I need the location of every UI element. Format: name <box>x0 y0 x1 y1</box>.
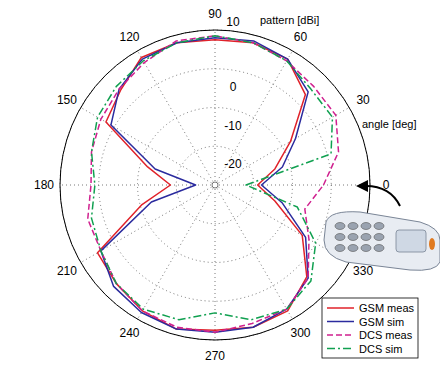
legend-label: GSM sim <box>359 316 404 328</box>
legend-swatch <box>327 348 354 350</box>
legend-label: DCS sim <box>359 343 402 355</box>
phone-key <box>348 223 358 230</box>
radial-tick-label: -20 <box>224 157 242 171</box>
angle-grid-line <box>60 185 215 186</box>
polar-center <box>212 182 218 188</box>
radial-axis-label: pattern [dBi] <box>260 14 319 26</box>
legend: GSM meas GSM simDCS meas DCS sim <box>322 298 418 358</box>
phone-light <box>429 238 435 250</box>
phone-key <box>374 234 384 241</box>
radial-tick-label: -10 <box>224 119 242 133</box>
phone-key <box>335 223 345 230</box>
phone-key <box>361 234 371 241</box>
phone-key <box>374 223 384 230</box>
angle-tick-label: 210 <box>57 264 77 278</box>
series-line <box>98 40 307 331</box>
phone-key <box>348 245 358 252</box>
radial-grid-ring <box>99 69 332 302</box>
angle-tick-label: 240 <box>119 326 139 340</box>
angle-grid-line <box>215 185 216 340</box>
angle-tick-label: 120 <box>119 30 139 44</box>
plot-area <box>88 36 339 332</box>
angle-tick-label: 180 <box>34 178 54 192</box>
grid <box>60 30 370 340</box>
radial-grid-ring <box>60 30 370 340</box>
angle-axis-label: angle [deg] <box>362 118 416 130</box>
polar-frame <box>60 30 370 340</box>
phone-body <box>324 212 440 271</box>
angle-tick-label: 330 <box>353 264 373 278</box>
phone-key <box>348 234 358 241</box>
angle-tick-label: 60 <box>294 30 308 44</box>
radial-tick-label: 10 <box>226 15 240 29</box>
rotation-arrow-head <box>356 180 368 192</box>
angle-grid-line <box>215 51 293 185</box>
phone-key <box>374 245 384 252</box>
angle-tick-label: 270 <box>205 349 225 363</box>
angle-tick-label: 300 <box>290 326 310 340</box>
series-line <box>88 36 339 332</box>
phone-icon <box>324 212 440 271</box>
legend-box <box>322 298 418 358</box>
phone-screen <box>396 230 426 252</box>
radial-tick-label: 0 <box>230 80 237 94</box>
phone-key <box>335 245 345 252</box>
rotation-arrow <box>366 186 400 206</box>
chart: 0306090120150180210240270300330-20-10010… <box>0 0 440 365</box>
angle-tick-label: 90 <box>208 7 222 21</box>
series-line <box>91 36 332 320</box>
series-line <box>101 38 308 333</box>
angle-tick-label: 30 <box>356 93 370 107</box>
angle-tick-label: 150 <box>57 93 77 107</box>
radial-grid-ring <box>176 146 254 224</box>
legend-swatch <box>327 321 354 323</box>
legend-swatch <box>327 334 354 336</box>
radial-grid-ring <box>138 108 293 263</box>
phone-key <box>361 223 371 230</box>
legend-swatch <box>327 307 354 309</box>
legend-label: GSM meas <box>359 302 415 314</box>
legend-label: DCS meas <box>359 329 413 341</box>
phone-key <box>361 245 371 252</box>
phone-key <box>335 234 345 241</box>
